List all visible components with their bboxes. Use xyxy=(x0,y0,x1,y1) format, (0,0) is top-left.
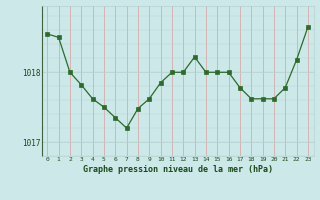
X-axis label: Graphe pression niveau de la mer (hPa): Graphe pression niveau de la mer (hPa) xyxy=(83,165,273,174)
